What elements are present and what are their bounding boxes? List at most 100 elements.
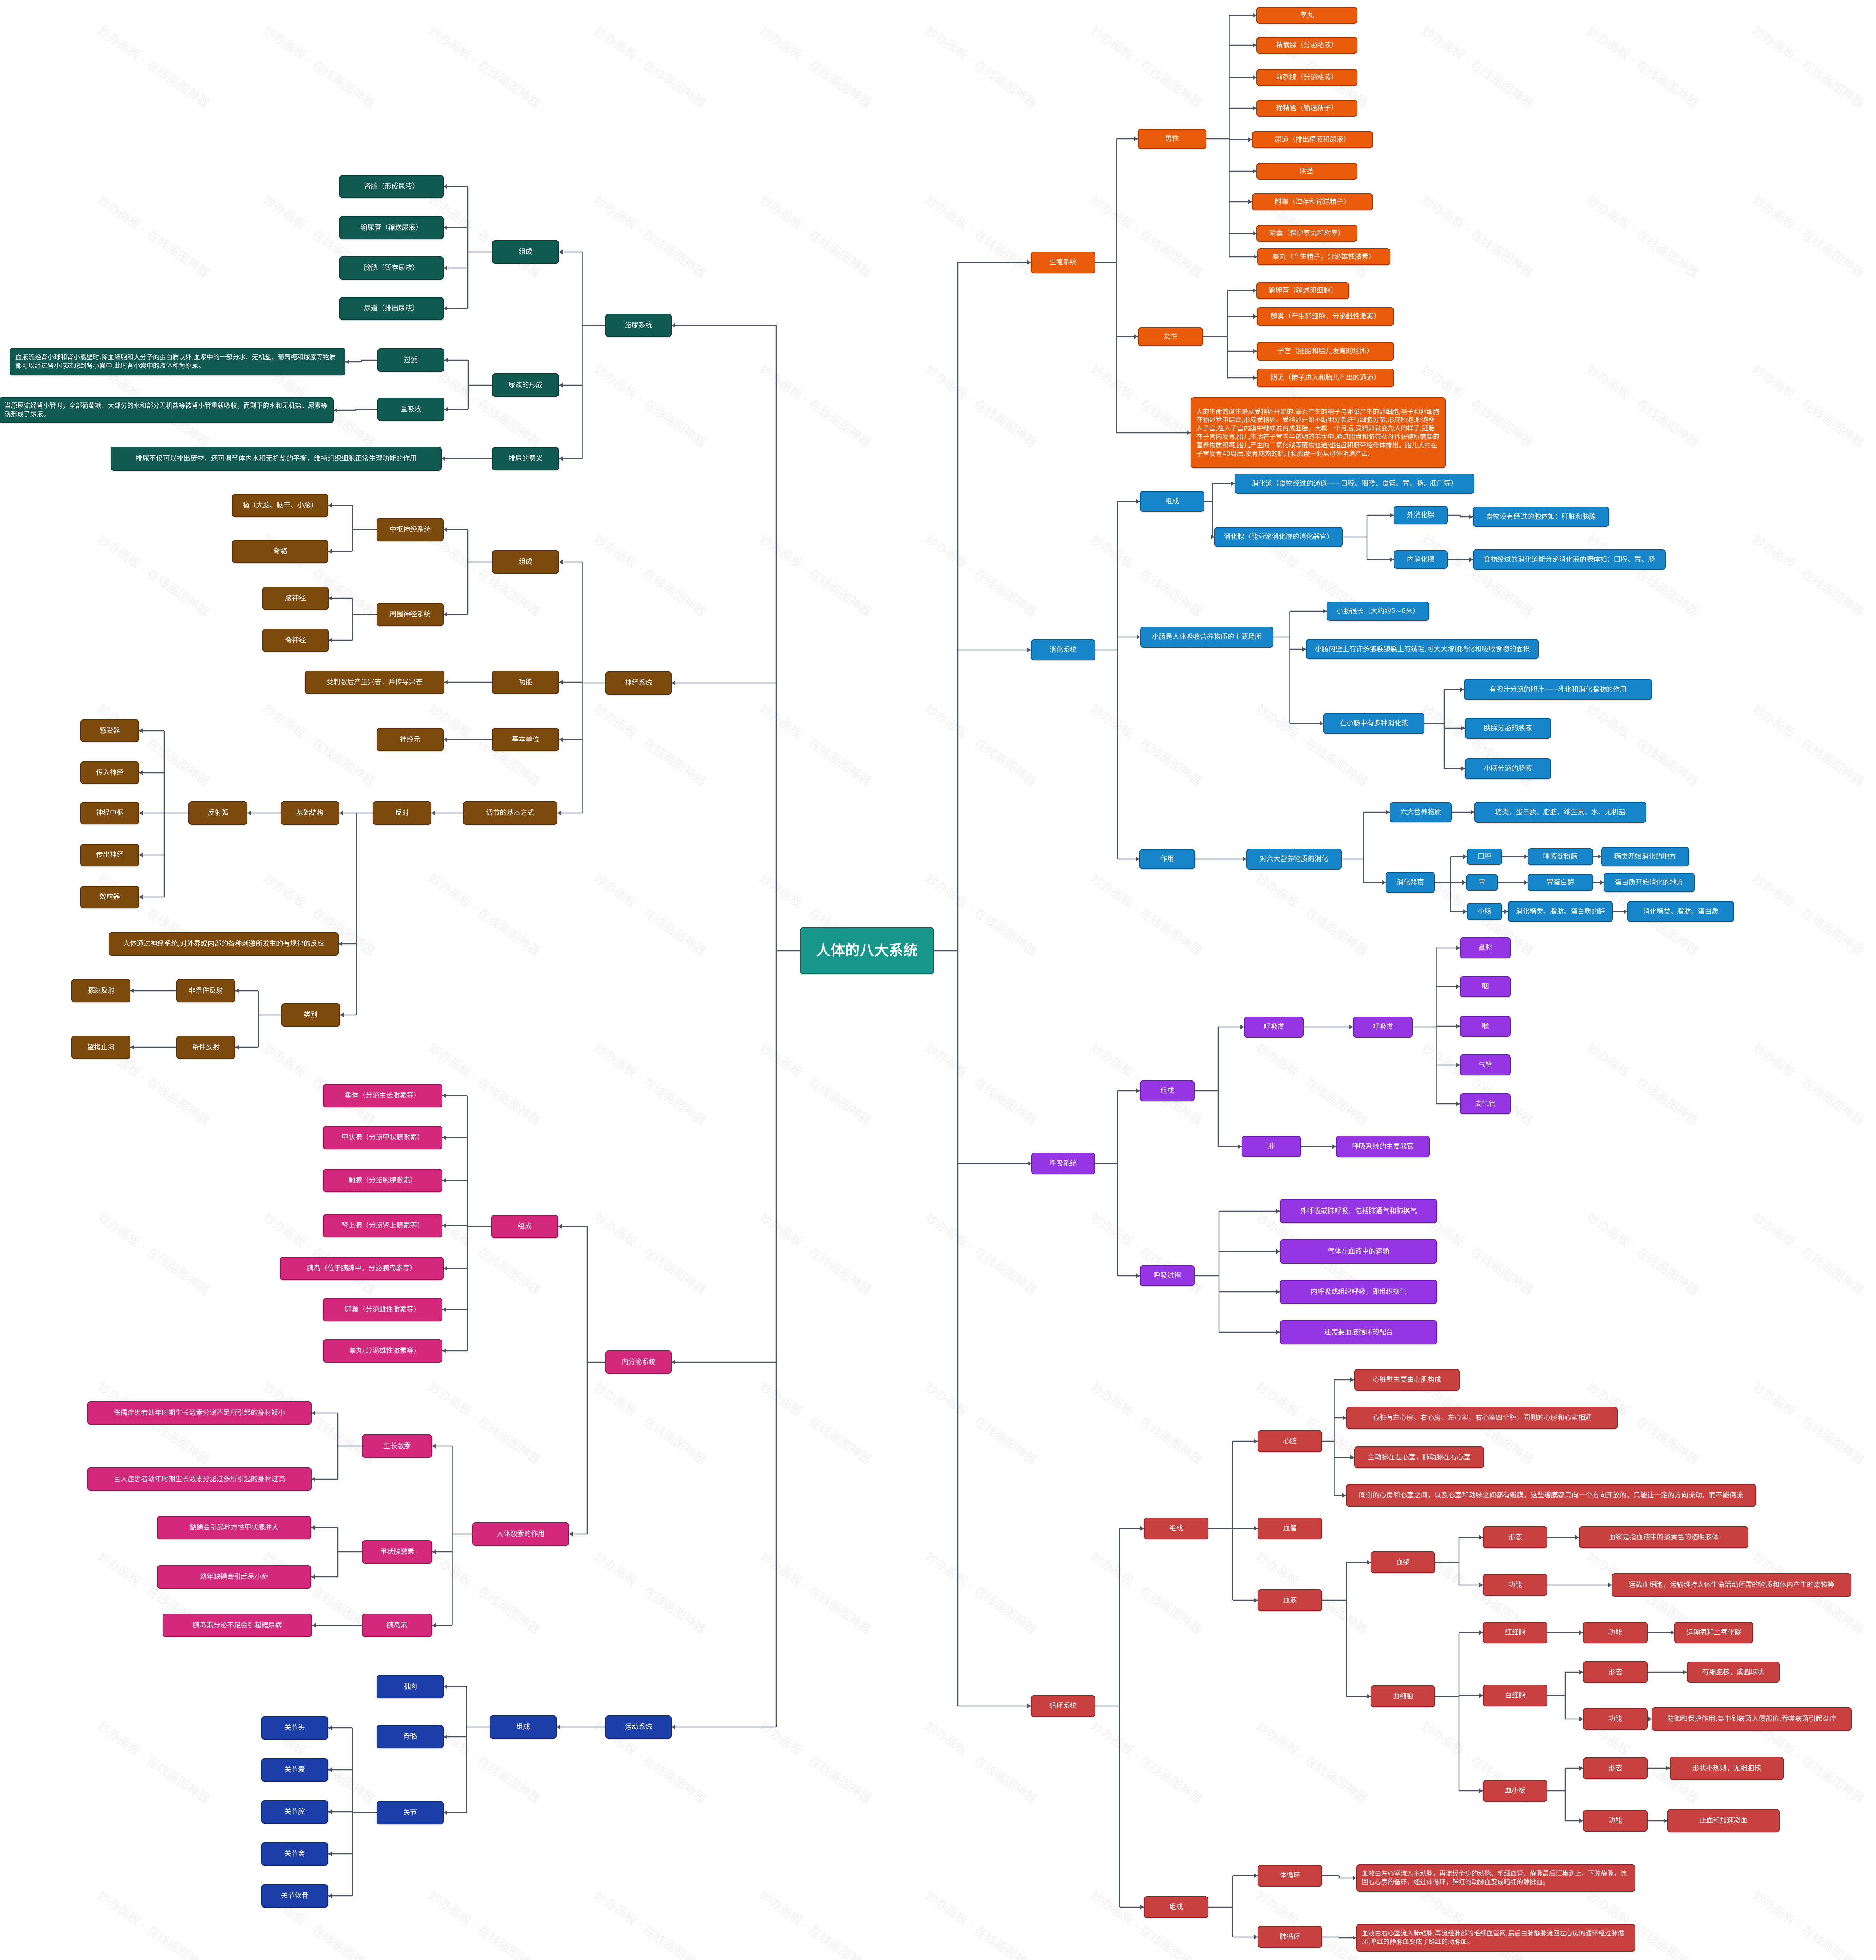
outer-gland[interactable]: 外消化腺 [1394,506,1448,524]
reflex-arc[interactable]: 反射弧 [188,801,247,825]
hormone-item[interactable]: 幼年缺碘会引起呆小症 [157,1565,311,1589]
airway-item[interactable]: 喉 [1460,1016,1511,1037]
urinary-item[interactable]: 肾脏（形成尿液） [339,175,444,198]
blood-vessels[interactable]: 血管 [1258,1518,1322,1539]
gland-item[interactable]: 肾上腺（分泌肾上腺素等） [323,1214,442,1237]
female-group[interactable]: 女性 [1138,327,1203,346]
process-item[interactable]: 内呼吸或组织呼吸，即组织换气 [1280,1280,1437,1304]
white-cell-function-desc[interactable]: 防御和保护作用,集中到病菌入侵部位,吞噬病菌引起炎症 [1652,1707,1852,1731]
organ-stomach-role[interactable]: 蛋白质开始消化的地方 [1604,873,1695,892]
male-item[interactable]: 阴茎 [1256,163,1357,180]
joint-item[interactable]: 关节头 [261,1716,328,1740]
central-item[interactable]: 脑（大脑、脑干、小脑） [232,494,328,517]
male-item[interactable]: 睾丸（产生精子，分泌雄性激素） [1257,248,1390,265]
respiration-composition[interactable]: 组成 [1140,1080,1195,1101]
heart-item[interactable]: 心脏有左心房、右心房、左心室、右心室四个腔，同侧的心房和心室相通 [1346,1407,1618,1429]
joint-item[interactable]: 关节腔 [261,1800,328,1824]
fertilization-note[interactable]: 人的生命的诞生是从受精卵开始的,睾丸产生的精子与卵巢产生的卵细胞,精子和卵细胞在… [1191,397,1446,468]
female-item[interactable]: 输卵管（输送卵细胞） [1256,282,1349,299]
male-item[interactable]: 尿道（排出精液和尿液） [1252,131,1373,148]
urinary-item[interactable]: 输尿管（输送尿液） [339,216,444,239]
six-nutrients[interactable]: 六大营养物质 [1390,802,1452,822]
organ-intestine[interactable]: 小肠 [1467,903,1502,920]
airway[interactable]: 呼吸道 [1244,1017,1304,1038]
small-intestine-item[interactable]: 小肠很长（大约约5~6米） [1327,602,1429,621]
inner-gland-desc[interactable]: 食物经过的消化道能分泌消化液的腺体如：口腔、胃、肠 [1473,549,1666,570]
reabsorption-desc[interactable]: 当原尿流经肾小管时，全部葡萄糖、大部分的水和部分无机盐等被肾小管重新吸收，而剩下… [0,397,334,423]
insulin[interactable]: 胰岛素 [362,1614,432,1637]
gland-item[interactable]: 睾丸(分泌雄性激素等) [323,1339,442,1363]
blood[interactable]: 血液 [1258,1589,1322,1611]
nervous-system[interactable]: 神经系统 [605,671,672,695]
inner-gland[interactable]: 内消化腺 [1394,550,1448,569]
platelet[interactable]: 血小板 [1483,1780,1547,1802]
digestive-organs[interactable]: 消化器官 [1386,872,1435,893]
female-item[interactable]: 卵巢（产生卵细胞，分泌雌性激素） [1257,307,1394,326]
filtration[interactable]: 过滤 [377,348,444,372]
airway-item[interactable]: 气管 [1460,1054,1511,1075]
organ-mouth[interactable]: 口腔 [1467,849,1502,865]
unconditioned-example[interactable]: 膝跳反射 [71,979,130,1002]
organ-intestine-enzyme[interactable]: 消化糖类、脂肪、蛋白质的酶 [1508,901,1613,922]
urinary-item[interactable]: 膀胱（暂存尿液） [339,256,444,280]
joint-item[interactable]: 关节软骨 [261,1884,328,1908]
arc-item[interactable]: 效应器 [80,886,139,908]
digestive-tract[interactable]: 消化道（食物经过的通道——口腔、咽喉、食管、胃、肠、肛门等） [1235,474,1474,494]
motor-system[interactable]: 运动系统 [605,1715,672,1739]
circulation-system[interactable]: 循环系统 [1031,1695,1095,1717]
male-group[interactable]: 男性 [1138,129,1206,149]
plasma-function[interactable]: 功能 [1483,1574,1547,1596]
basic-unit[interactable]: 基本单位 [492,728,559,751]
platelet-form-desc[interactable]: 形状不规则，无细胞核 [1670,1757,1784,1780]
red-cell-function[interactable]: 功能 [1583,1622,1648,1643]
airway-item[interactable]: 鼻腔 [1460,937,1511,958]
organ-mouth-enzyme[interactable]: 唾液淀粉酶 [1528,848,1593,865]
systemic-desc[interactable]: 血液由左心室流入主动脉，再流经全身的动脉、毛细血管、静脉最后汇集到上、下腔静脉，… [1356,1864,1635,1892]
nervous-function-desc[interactable]: 受刺激后产生兴奋，并传导兴奋 [305,671,444,694]
platelet-form[interactable]: 形态 [1583,1757,1648,1779]
organ-stomach-enzyme[interactable]: 胃蛋白酶 [1528,874,1593,891]
systemic-circulation[interactable]: 体循环 [1258,1865,1322,1887]
hormone-item[interactable]: 巨人症患者幼年时期生长激素分泌过多所引起的身材过高 [87,1467,312,1491]
male-item[interactable]: 精囊腺（分泌粘液） [1256,37,1357,54]
root-topic[interactable]: 人体的八大系统 [800,927,934,974]
nervous-composition[interactable]: 组成 [492,550,559,574]
organ-mouth-role[interactable]: 糖类开始消化的地方 [1601,847,1689,866]
airway-item[interactable]: 咽 [1460,976,1511,997]
bone[interactable]: 骨骼 [377,1725,444,1748]
hormone-item[interactable]: 缺碘会引起地方性甲状腺肿大 [157,1516,311,1539]
urinary-system[interactable]: 泌尿系统 [605,314,672,337]
circulation-composition[interactable]: 组成 [1144,1518,1208,1539]
plasma[interactable]: 血浆 [1371,1551,1435,1573]
airway-item[interactable]: 支气管 [1460,1093,1511,1114]
hormone-item[interactable]: 侏儒症患者幼年时期生长激素分泌不足所引起的身材矮小 [87,1401,312,1425]
basic-structure[interactable]: 基础结构 [281,801,339,825]
gland-item[interactable]: 胸腺（分泌胸腺激素） [323,1169,442,1192]
arc-item[interactable]: 神经中枢 [80,802,139,824]
respiration-system[interactable]: 呼吸系统 [1031,1153,1095,1174]
growth-hormone[interactable]: 生长激素 [362,1434,432,1458]
reflex-types[interactable]: 类别 [281,1003,340,1027]
male-item[interactable]: 附睾（贮存和输送精子） [1252,193,1373,210]
organ-stomach[interactable]: 胃 [1466,874,1498,891]
heart-item[interactable]: 心脏壁主要由心肌构成 [1354,1369,1460,1391]
gland-item[interactable]: 垂体（分泌生长激素等） [323,1084,442,1107]
unconditioned-reflex[interactable]: 非条件反射 [176,979,235,1002]
platelet-function-desc[interactable]: 止血和加速凝血 [1667,1809,1780,1832]
process-item[interactable]: 气体在血液中的运输 [1280,1239,1437,1264]
small-intestine-item[interactable]: 小肠内壁上有许多皱襞皱襞上有绒毛,可大大增加消化和吸收食物的面积 [1306,639,1539,659]
digestion-composition[interactable]: 组成 [1140,491,1204,512]
respiration-process[interactable]: 呼吸过程 [1140,1265,1195,1286]
plasma-form-desc[interactable]: 血浆是指血液中的淡黄色的透明液体 [1579,1526,1748,1548]
urination-meaning[interactable]: 排尿的意义 [492,447,559,470]
pulmonary-desc[interactable]: 血液由右心室流入肺动脉,再流经肺部的毛细血管网,最后由肺静脉流回左心房的循环经过… [1356,1924,1635,1952]
urine-formation[interactable]: 尿液的形成 [492,373,559,397]
plasma-function-desc[interactable]: 运载血细胞，运输维持人体生命活动所需的物质和体内产生的废物等 [1612,1573,1851,1597]
reproduction-system[interactable]: 生殖系统 [1031,252,1095,273]
hormone-item[interactable]: 胰岛素分泌不足会引起糖尿病 [163,1614,312,1637]
joint-item[interactable]: 关节窝 [261,1842,328,1866]
digestion-system[interactable]: 消化系统 [1031,639,1095,660]
central-nervous[interactable]: 中枢神经系统 [377,518,444,541]
motor-composition[interactable]: 组成 [490,1715,557,1739]
red-cell-desc[interactable]: 运输氧和二氧化碳 [1674,1622,1753,1643]
